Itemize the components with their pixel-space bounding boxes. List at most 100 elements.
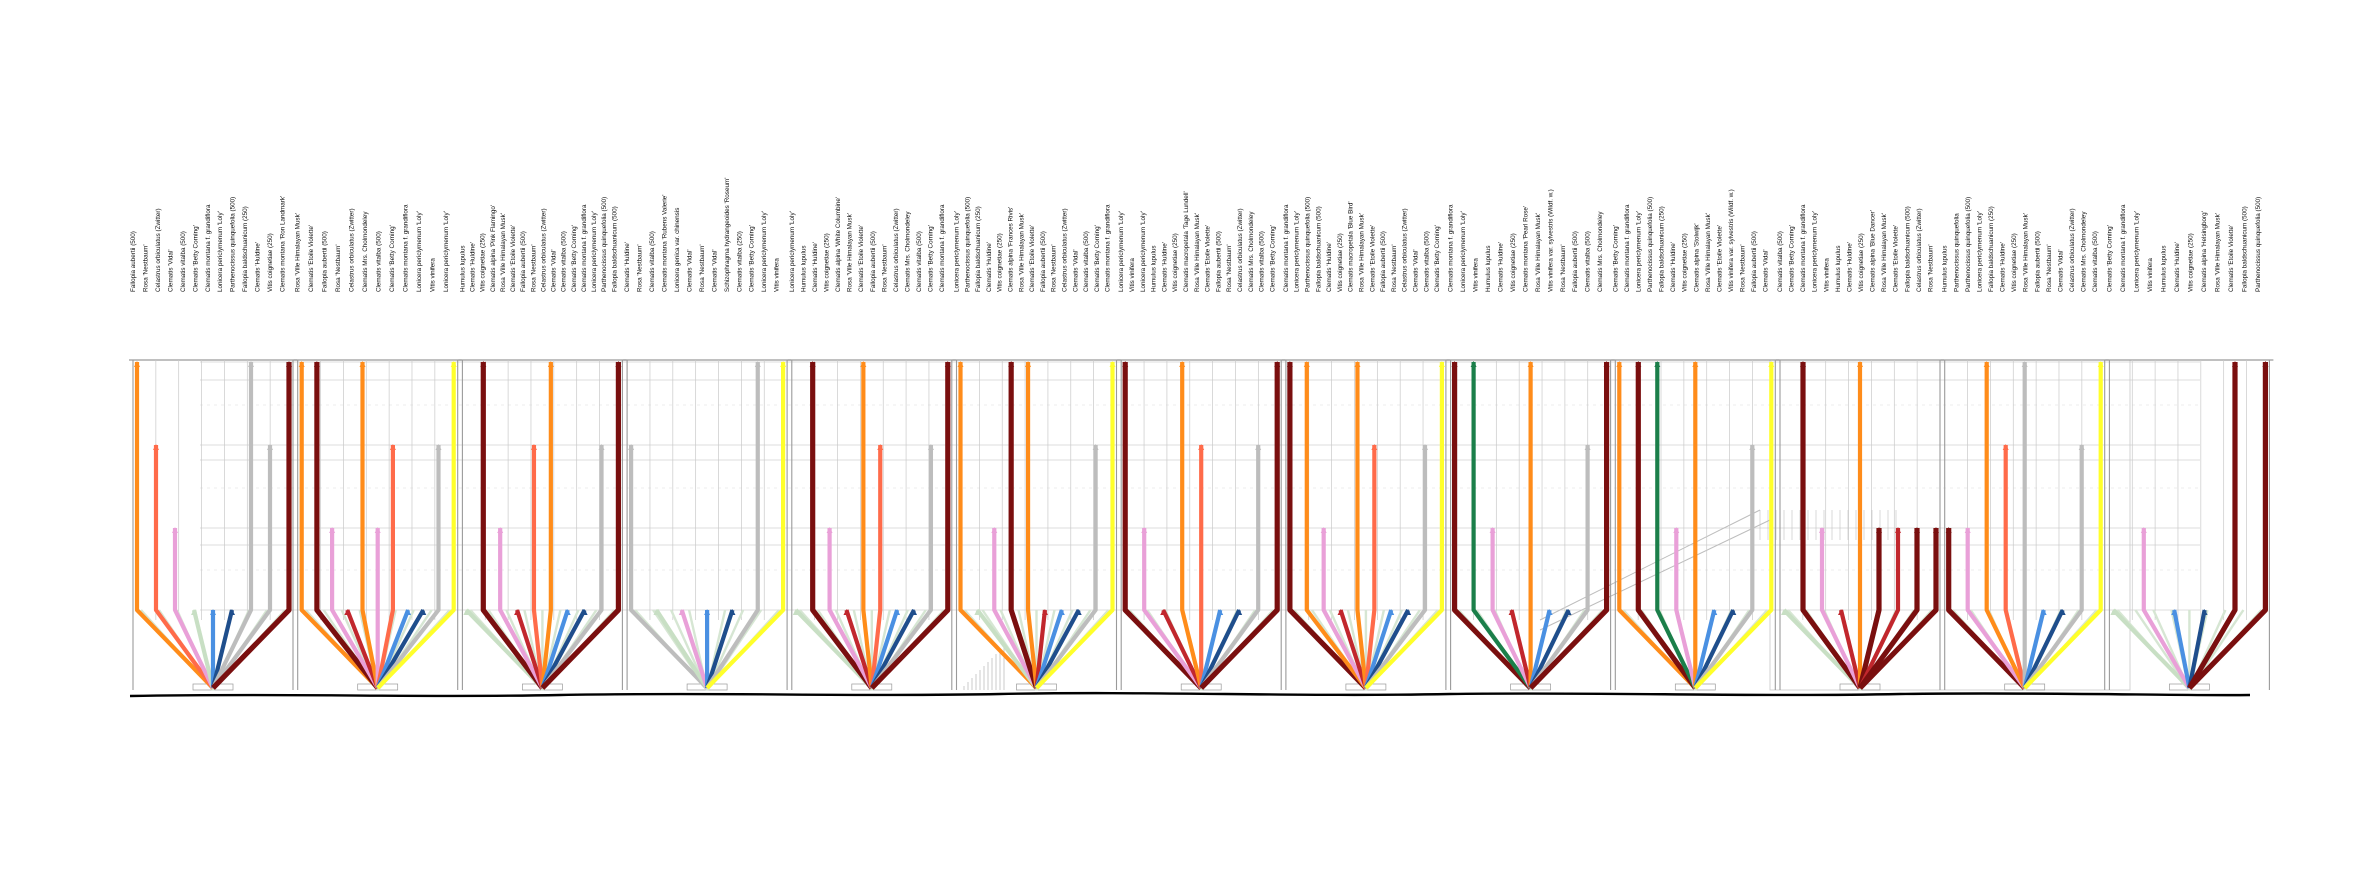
strand-arrowhead [598,444,605,450]
strand-arrowhead [329,527,336,533]
strand-arrowhead [1025,361,1032,367]
plant-label: Vitis vinifera [430,258,437,292]
plant-label: Clematis 'Etoile Violette' [510,225,517,292]
plant-label-list: Fallopia aubertii (500) Rosa 'Nestbaum' Ce… [130,178,2262,292]
strand-arrowhead [153,444,159,450]
plant-label: Vitis coignetiae (250) [2187,233,2194,292]
plant-label: Clematis 'Huldine' [812,242,819,292]
strand-arrowhead [1895,527,1901,533]
plant-label: Fallopia aubertii (500) [1215,231,1222,292]
plant-strand [480,362,545,690]
plant-label: Clematis montana 'Rubens Valerie' [661,195,668,293]
plant-label: Humulus lupulus [459,245,466,292]
strand-arrowhead [1914,527,1920,533]
plant-label: Celastrus orbiculatus (Zwitter) [540,208,547,292]
strand-arrowhead [843,609,850,615]
plant-label: Humulus lupulus [2160,245,2167,292]
plant-label: Clematis 'Vidal' [551,249,558,292]
plant-label: Lonicera periclymenum 'Loly' [1118,211,1125,292]
plant-label: Celastrus orbiculatus (Zwitter) [2069,208,2076,292]
strand-arrowhead [1274,361,1281,367]
plant-strand [540,362,553,689]
plant-label: Celastrus orbiculatus (Zwitter) [349,208,356,292]
plant-label: Clematis 'Betty Corning' [749,225,756,292]
plant-strand [531,445,545,689]
plant-label: Fallopia aubertii (500) [1751,231,1758,292]
strand-arrowhead [497,527,504,533]
strand-arrowhead [1470,361,1477,367]
strand-arrowhead [1933,527,1939,533]
plant-label: Lonicera periclymenum 'Loly' [1812,211,1819,292]
strand-arrowhead [1451,361,1458,367]
strand-arrowhead [2171,609,2178,615]
plant-strand [211,445,273,690]
plant-label: Clematis montana f. grandiflora [1448,204,1455,292]
plant-label: Fallopia aubertii (500) [322,231,329,292]
plant-label: Rosa 'Ville Himalayan Musk' [1018,213,1025,292]
plant-strand [172,528,215,689]
plant-strand [679,609,710,689]
plant-strand [345,609,380,689]
plant-label: Clematis montana f. grandiflora [2120,204,2127,292]
strand-arrowhead [313,361,320,367]
plant-strand [1199,362,1280,690]
plant-label: Lonicera periclymenum 'Loly' [416,211,423,292]
strand-arrowhead [894,609,901,615]
plant-label: Clematis macropetala 'Tage Lundell' [1183,191,1190,292]
plant-strand [810,362,874,690]
strand-arrowhead [957,361,964,367]
strand-arrowhead [1730,609,1737,615]
plant-label: Rosa 'Nestbaum' [530,244,537,292]
plant-strand [1199,609,1223,689]
plant-strand [1304,362,1368,690]
plant-strand [1161,609,1204,689]
plant-strand [1034,362,1115,690]
plant-label: Fallopia baldschuanicum (250) [242,206,249,292]
plant-label: Vitis vinifera [774,258,781,292]
plant-strand [654,608,709,690]
plant-label: Clematis 'Betty Corning' [1789,225,1796,292]
plant-label: Rosa 'Nestbaum' [1391,244,1398,292]
plant-label: Clematis 'Huldine' [624,242,631,292]
plant-label: Vitis vinifera var. sylvestris (Wildf. w… [1728,189,1735,292]
strand-arrowhead [2110,609,2117,615]
plant-strand [540,609,587,689]
strand-arrowhead [1857,361,1863,367]
plant-label: Fallopia baldschuanicum (500) [611,206,618,292]
plant-label: Rosa 'Ville Himalayan Musk' [2214,213,2221,292]
plant-label: Clematis montana f. grandiflora [205,204,212,292]
plant-label: Clematis 'Huldine' [470,242,477,292]
plant-label: Parthenocissus quinquefolia (500) [1965,197,1972,292]
plant-label: Clematis 'Betty Corning' [1434,225,1441,292]
plant-strand [1321,528,1368,689]
plant-label: Vitis coignetiae (250) [997,233,1004,292]
plant-label: Parthenocissus quinquefolia [1953,213,1960,292]
plant-label: Rosa 'Nestbaum' [699,244,706,292]
plant-label: Clematis Mrs. Cholmondeley [905,211,912,292]
strand-arrowhead [1527,361,1534,367]
plant-strand [1857,528,1882,689]
plant-label: Humulus lupulus [1835,245,1842,292]
strand-arrowhead [1654,361,1661,367]
plant-label: Vitis coignetiae (250) [1858,233,1865,292]
plant-strand [958,362,1039,690]
plant-label: Rosa 'Nestbaum' [1740,244,1747,292]
plant-strand [869,362,951,690]
plant-label: Fallopia aubertii (500) [2034,231,2041,292]
plant-label: Lonicera periclymenum 'Loly' [1976,211,1983,292]
plant-label: Rosa 'Ville Himalayan Musk' [847,213,854,292]
plant-label: Clematis Mrs. Cholmondeley [1597,211,1604,292]
plant-label: Celastrus orbiculatus (Zwitter) [155,208,162,292]
plant-label: Rosa 'Nestbaum' [637,244,644,292]
plant-label: Clematis montana f. grandiflora [1283,204,1290,292]
plant-strand [515,609,545,689]
plant-label: Clematis alpina 'Helsingborg' [2201,211,2208,292]
plant-label: Clematis 'Betty Corning' [2106,225,2113,292]
plant-strand [705,609,735,689]
plant-label: Lonicera periclymenum 'Loly' [1635,211,1642,292]
plant-strand [1364,445,1428,690]
plant-label: Vitis vinifera var. sylvestris (Wildf. w… [1547,189,1554,292]
plant-label: Clematis 'Betty Corning' [928,225,935,292]
plant-label: Clematis alpina 'Pink Flamingo' [490,205,497,292]
plant-strand [1946,528,2027,690]
